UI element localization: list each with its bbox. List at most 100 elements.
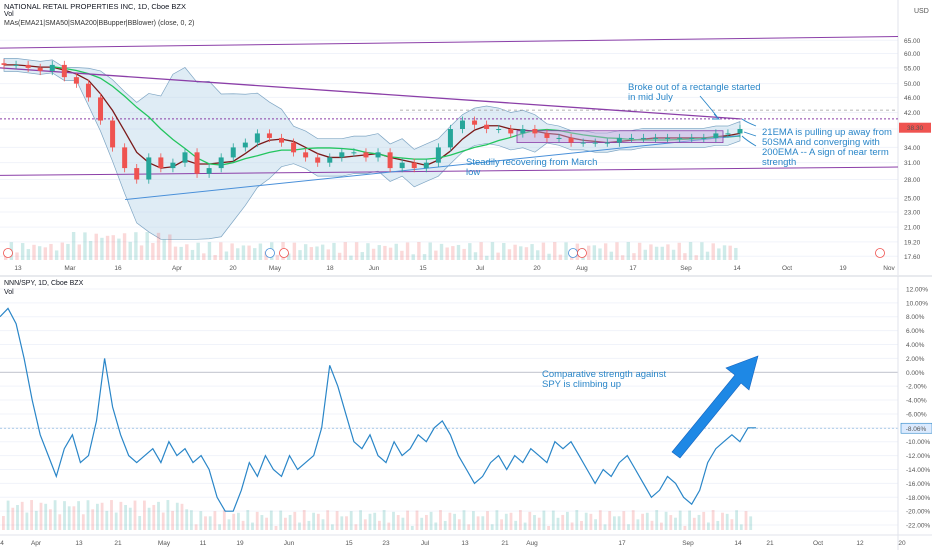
candle-body xyxy=(616,137,622,143)
upper-time-tick: Aug xyxy=(576,265,588,272)
currency-label: USD xyxy=(914,8,929,15)
lower-volume-bar xyxy=(237,512,240,530)
price-tick-label: 65.00 xyxy=(904,38,921,45)
lower-volume-bar xyxy=(739,524,743,530)
volume-bar xyxy=(168,234,172,260)
ratio-tick-label: -10.00% xyxy=(906,439,930,446)
candle-body xyxy=(459,120,465,130)
lower-volume-bar xyxy=(467,524,471,530)
candle-body xyxy=(1,63,7,65)
comparative-strength-arrow xyxy=(671,355,759,459)
upper-time-tick: 13 xyxy=(14,265,22,272)
lower-volume-bar xyxy=(725,513,729,530)
volume-bar xyxy=(315,246,319,260)
lower-volume-bar xyxy=(274,525,278,530)
lower-volume-bar xyxy=(204,516,207,530)
last-value-tag xyxy=(900,422,932,434)
candle-body xyxy=(170,162,176,169)
candle-body xyxy=(665,137,671,139)
candle-body xyxy=(653,137,659,139)
lower-volume-bar xyxy=(284,517,287,530)
lower-volume-bar xyxy=(410,525,414,530)
sma50-line xyxy=(52,66,741,166)
price-candles xyxy=(1,59,743,184)
volume-bar xyxy=(722,245,727,260)
price-tick-label: 60.00 xyxy=(904,51,921,58)
lower-volume-bar xyxy=(528,511,532,530)
volume-bar xyxy=(111,235,115,260)
lower-volume-bar xyxy=(152,504,156,530)
volume-bar xyxy=(236,248,240,260)
candle-body xyxy=(568,137,574,143)
volume-bar xyxy=(383,245,387,260)
lower-volume-bar xyxy=(194,524,198,530)
lower-time-tick: 21 xyxy=(114,540,122,547)
upper-time-tick: 17 xyxy=(629,265,637,272)
volume-bar xyxy=(666,244,670,260)
candle-body xyxy=(37,67,43,71)
lower-volume-bar xyxy=(622,511,626,530)
volume-bar xyxy=(105,235,110,260)
volume-bar xyxy=(473,252,478,260)
lower-time-tick: Sep xyxy=(682,540,694,547)
volume-bar xyxy=(43,247,48,260)
lower-volume-bar xyxy=(293,511,297,530)
candle-body xyxy=(544,133,550,138)
lower-volume-bar xyxy=(580,520,583,530)
volume-bar xyxy=(100,237,104,260)
volume-bar xyxy=(705,251,710,260)
lower-time-tick: 13 xyxy=(75,540,83,547)
volume-bar xyxy=(400,250,404,260)
lower-volume-bar xyxy=(641,513,644,530)
upper-time-tick: 20 xyxy=(533,265,541,272)
candle-body xyxy=(713,133,719,138)
lower-time-tick: 21 xyxy=(501,540,509,547)
upper-time-tick: Apr xyxy=(172,265,183,272)
lower-chart-title: NNN/SPY, 1D, Cboe BZX xyxy=(4,280,84,287)
annotation-recovering: Steadily recovering from March low xyxy=(466,157,598,178)
event-marker xyxy=(577,248,587,258)
candle-body xyxy=(411,162,417,169)
event-marker xyxy=(3,248,13,258)
lower-volume-bar xyxy=(321,519,325,530)
volume-bar xyxy=(371,248,376,260)
lower-volume-bar xyxy=(429,511,433,530)
lower-volume-bar xyxy=(537,517,541,530)
candle-body xyxy=(435,147,441,163)
lower-time-tick: 14 xyxy=(734,540,742,547)
candle-body xyxy=(580,142,586,144)
candle-body xyxy=(73,77,79,84)
candle-body xyxy=(266,133,272,138)
volume-bar xyxy=(213,255,217,260)
upper-time-tick: Jun xyxy=(369,265,380,272)
ratio-tick-label: -12.00% xyxy=(906,453,930,460)
volume-bar xyxy=(360,252,364,260)
event-marker xyxy=(568,248,578,258)
volume-bar xyxy=(615,242,619,260)
volume-bar xyxy=(173,246,178,260)
volume-bar xyxy=(298,250,302,260)
volume-bar xyxy=(287,253,291,260)
candle-body xyxy=(25,64,31,68)
volume-bar xyxy=(309,247,314,260)
upper-time-tick: Jul xyxy=(476,265,485,272)
lower-volume-bar xyxy=(472,511,475,530)
lower-volume-bar xyxy=(363,519,367,530)
candle-body xyxy=(230,147,236,158)
price-tick-label: 21.00 xyxy=(904,225,921,232)
lower-volume-bar xyxy=(702,511,706,530)
lower-volume-bar xyxy=(598,510,602,530)
volume-bar xyxy=(292,242,297,260)
lower-volume-bar xyxy=(504,513,508,530)
lower-time-tick: 17 xyxy=(618,540,626,547)
lower-volume-bar xyxy=(25,512,29,530)
lower-volume-bar xyxy=(481,516,485,530)
volume-bar xyxy=(558,254,563,260)
lower-volume-bar xyxy=(331,524,334,530)
lower-volume-bar xyxy=(72,506,76,530)
lower-volume-bar xyxy=(448,512,452,530)
lower-volume-bar xyxy=(77,501,80,530)
lower-volume-bar xyxy=(603,524,607,530)
candle-body xyxy=(640,137,646,139)
candle-body xyxy=(592,142,598,144)
